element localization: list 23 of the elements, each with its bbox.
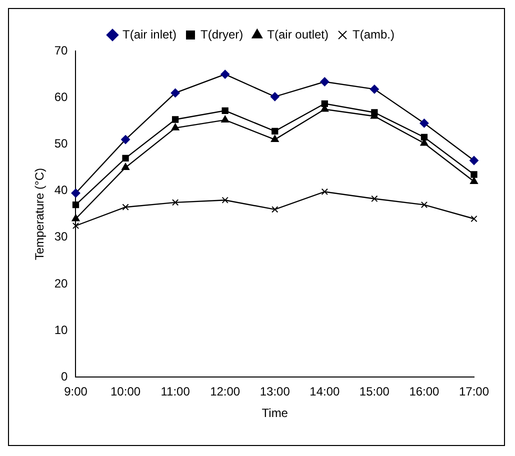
x-tick-label: 14:00 (310, 384, 340, 399)
x-tick-label: 10:00 (110, 384, 141, 399)
x-tick-label: 12:00 (210, 384, 240, 399)
x-tick-label: 15:00 (359, 384, 390, 399)
legend-label: T(amb.) (352, 27, 395, 42)
legend-label: T(dryer) (200, 27, 244, 42)
y-tick-label: 40 (54, 183, 68, 198)
x-tick-label: 16:00 (409, 384, 440, 399)
y-tick-label: 0 (61, 370, 68, 384)
y-tick-label: 70 (54, 43, 68, 58)
y-tick-label: 50 (54, 136, 68, 151)
x-tick-label: 11:00 (160, 384, 190, 399)
x-axis-title: Time (262, 406, 288, 420)
y-axis-title: Temperature (°C) (32, 168, 47, 260)
x-tick-label: 13:00 (260, 384, 290, 399)
x-tick-label: 9:00 (64, 384, 88, 399)
y-tick-label: 10 (54, 322, 68, 337)
y-tick-label: 60 (54, 90, 68, 104)
legend-label: T(air inlet) (122, 27, 177, 42)
x-tick-label: 17:00 (458, 384, 490, 399)
y-tick-label: 30 (54, 230, 68, 244)
y-tick-label: 20 (54, 276, 68, 290)
legend-label: T(air outlet) (267, 27, 329, 42)
